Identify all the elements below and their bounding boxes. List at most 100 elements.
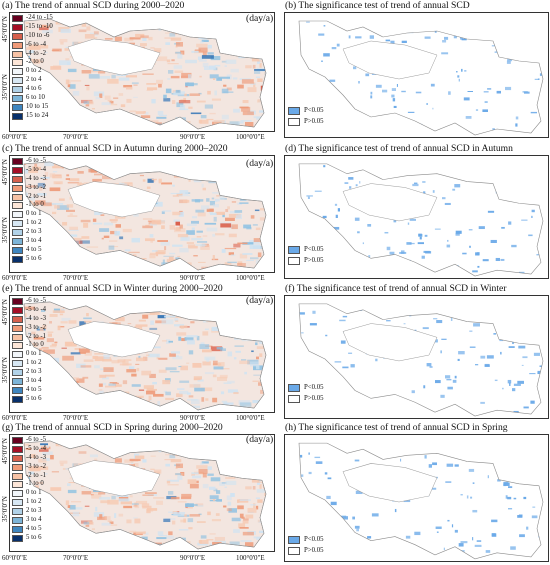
basin-hole — [342, 40, 438, 80]
legend-swatch — [12, 481, 23, 489]
panel-a: (a) The trend of annual SCD during 2000–… — [0, 0, 276, 142]
lon-label-60: 60°0'0"E — [2, 554, 28, 562]
legend-label: -6 to -5 — [26, 297, 47, 304]
lat-label-35: 35°0'0"N — [1, 74, 9, 100]
basin-hole — [67, 321, 161, 358]
legend-swatch — [12, 103, 23, 111]
lon-label-60: 60°0'0"E — [2, 274, 28, 282]
lon-label-100: 100°0'0"E — [236, 274, 265, 282]
lon-label-100: 100°0'0"E — [236, 133, 265, 141]
legend-label: 3 to 4 — [26, 237, 42, 245]
lon-label-90: 90°0'0"E — [180, 414, 206, 422]
legend-label: -4 to -2 — [26, 49, 47, 57]
legend-swatch — [12, 41, 23, 49]
legend-swatch — [12, 298, 23, 305]
lon-label-100: 100°0'0"E — [236, 414, 265, 422]
unit-label: (day/a) — [246, 158, 274, 169]
panel-e-title: (e) The trend of annual SCD in Winter du… — [2, 283, 223, 294]
lat-label-35: 35°0'0"N — [1, 357, 9, 383]
legend-label: 0 to 1 — [26, 210, 42, 218]
legend-label: 2 to 4 — [26, 76, 42, 84]
significant-pixels — [299, 21, 543, 135]
sig-label-not-significant: P>0.05 — [304, 395, 324, 402]
lon-label-70: 70°0'0"E — [63, 274, 89, 282]
lat-label-45: 45°0'0"N — [1, 438, 9, 464]
sig-label-not-significant: P>0.05 — [304, 257, 324, 264]
unit-label: (day/a) — [246, 434, 274, 445]
basin-hole — [67, 38, 161, 76]
legend-swatch — [12, 229, 23, 237]
legend-swatch — [12, 395, 23, 403]
trend-map-e — [9, 295, 275, 413]
legend-label: -5 to -4 — [26, 165, 47, 173]
trend-map-g — [9, 434, 275, 552]
legend-swatch — [12, 175, 23, 183]
sig-label-significant: P<0.05 — [304, 384, 324, 391]
legend-swatch — [12, 360, 23, 368]
panel-d: (d) The significance test of trend of an… — [283, 143, 550, 283]
legend-swatch — [12, 211, 23, 219]
lon-label-70: 70°0'0"E — [63, 133, 89, 141]
legend-swatch — [12, 463, 23, 471]
basin-hole — [342, 183, 438, 222]
legend-label: 2 to 3 — [26, 507, 42, 515]
region-outline — [23, 161, 267, 271]
legend-label: 0 to 1 — [26, 489, 42, 497]
legend-label: -3 to -2 — [26, 323, 47, 331]
legend-label: -3 to -2 — [26, 462, 47, 470]
legend-swatch — [12, 490, 23, 498]
legend-label: 0 to 1 — [26, 350, 42, 358]
panel-b: (b) The significance test of trend of an… — [283, 0, 550, 142]
sig-map-b — [284, 12, 549, 138]
sig-label-significant: P<0.05 — [304, 536, 324, 543]
legend-label: -1 to 0 — [26, 480, 44, 488]
legend-swatch — [12, 306, 23, 314]
panel-f: (f) The significance test of trend of an… — [283, 283, 550, 423]
legend-label: -5 to -4 — [26, 444, 47, 452]
legend-label: -4 to -3 — [26, 174, 47, 182]
sig-map-h — [284, 434, 549, 562]
legend-label: 15 to 24 — [26, 111, 49, 119]
legend-label: 4 to 5 — [26, 245, 42, 253]
legend-swatch — [12, 95, 23, 103]
lon-label-90: 90°0'0"E — [180, 133, 206, 141]
sig-swatch-significant — [288, 384, 300, 392]
legend-label: -4 to -3 — [26, 453, 47, 461]
region-map — [23, 301, 267, 411]
legend-swatch — [12, 454, 23, 462]
panel-a-title: (a) The trend of annual SCD during 2000–… — [2, 0, 185, 11]
sig-swatch-significant — [288, 107, 300, 115]
legend-label: 4 to 6 — [26, 85, 42, 93]
significant-pixels — [302, 164, 543, 277]
sig-swatch-significant — [288, 536, 300, 544]
legend-swatch — [12, 202, 23, 210]
panel-c: (c) The trend of annual SCD in Autumn du… — [0, 143, 276, 283]
region-outline — [23, 440, 267, 550]
legend-label: 0 to 2 — [26, 67, 42, 75]
lon-label-70: 70°0'0"E — [63, 414, 89, 422]
legend-label: 5 to 6 — [26, 533, 42, 541]
legend-label: -2 to 0 — [26, 58, 44, 66]
lat-label-45: 45°0'0"N — [1, 16, 9, 42]
legend-swatch — [12, 525, 23, 533]
legend-swatch — [12, 445, 23, 453]
sig-label-significant: P<0.05 — [304, 246, 324, 253]
panel-f-title: (f) The significance test of trend of an… — [285, 283, 507, 294]
legend-swatch — [12, 166, 23, 174]
sig-swatch-not-significant — [288, 118, 300, 126]
unit-label: (day/a) — [246, 13, 274, 24]
panel-h: (h) The significance test of trend of an… — [283, 422, 550, 565]
legend-swatch — [12, 369, 23, 377]
legend-label: -6 to -5 — [26, 157, 47, 164]
lat-label-35: 35°0'0"N — [1, 217, 9, 243]
sig-label-not-significant: P>0.05 — [304, 547, 324, 554]
legend-swatch — [12, 32, 23, 40]
legend-swatch — [12, 184, 23, 192]
legend-label: 1 to 2 — [26, 498, 42, 506]
panel-e: (e) The trend of annual SCD in Winter du… — [0, 283, 276, 423]
region-outline — [298, 20, 544, 136]
legend-swatch — [12, 378, 23, 386]
sig-swatch-significant — [288, 246, 300, 254]
region-map — [23, 18, 267, 130]
